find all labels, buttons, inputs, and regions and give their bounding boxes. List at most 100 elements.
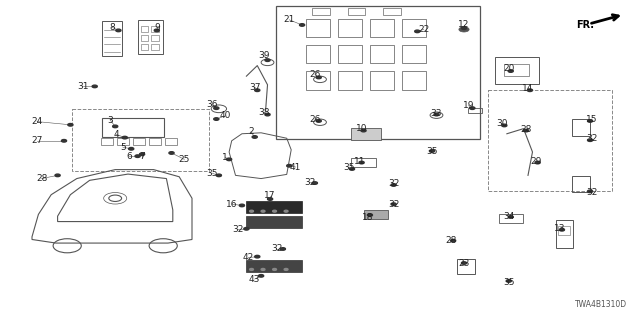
Text: 19: 19	[463, 101, 474, 110]
Bar	[102, 118, 164, 137]
Circle shape	[535, 161, 540, 164]
Text: 36: 36	[207, 100, 218, 109]
Circle shape	[316, 120, 321, 122]
Circle shape	[135, 155, 140, 157]
Bar	[338, 19, 362, 37]
Circle shape	[244, 228, 249, 230]
Circle shape	[129, 148, 134, 150]
Circle shape	[122, 136, 127, 139]
Circle shape	[259, 275, 264, 277]
Bar	[402, 19, 426, 37]
Text: 21: 21	[284, 15, 295, 24]
Circle shape	[502, 124, 507, 127]
Circle shape	[559, 228, 564, 231]
Bar	[133, 138, 145, 145]
Circle shape	[391, 184, 396, 186]
Text: 28: 28	[520, 125, 532, 134]
Bar	[149, 138, 161, 145]
Text: 16: 16	[226, 200, 237, 209]
Bar	[488, 90, 612, 191]
Circle shape	[287, 164, 292, 167]
Text: 40: 40	[220, 111, 231, 120]
Text: 32: 32	[305, 178, 316, 187]
Bar	[351, 158, 376, 167]
Circle shape	[284, 210, 288, 212]
Circle shape	[506, 280, 511, 282]
Text: 34: 34	[503, 212, 515, 220]
Bar	[165, 138, 177, 145]
Text: 3: 3	[108, 116, 113, 124]
Text: 14: 14	[522, 84, 534, 92]
Circle shape	[227, 158, 232, 161]
Circle shape	[68, 124, 73, 126]
Bar	[151, 35, 159, 41]
Circle shape	[169, 152, 174, 154]
Bar	[348, 8, 365, 15]
Text: 20: 20	[503, 64, 515, 73]
Circle shape	[508, 216, 513, 218]
Bar	[370, 71, 394, 90]
Text: 27: 27	[31, 136, 43, 145]
Circle shape	[461, 262, 467, 264]
Text: 35: 35	[207, 169, 218, 178]
Bar	[402, 71, 426, 90]
Text: 43: 43	[249, 275, 260, 284]
Text: 7: 7	[140, 152, 145, 161]
Circle shape	[588, 190, 593, 193]
Bar	[101, 138, 113, 145]
Bar	[141, 35, 148, 41]
Bar	[312, 8, 330, 15]
Text: 32: 32	[586, 134, 598, 143]
Text: 33: 33	[431, 109, 442, 118]
Text: 26: 26	[309, 70, 321, 79]
Bar	[370, 45, 394, 63]
Text: 4: 4	[114, 130, 119, 139]
Circle shape	[140, 153, 145, 156]
Circle shape	[255, 89, 260, 92]
Circle shape	[252, 136, 257, 138]
Bar	[306, 19, 330, 37]
Circle shape	[527, 89, 532, 92]
Circle shape	[250, 210, 253, 212]
Bar	[246, 201, 302, 213]
Circle shape	[265, 59, 270, 61]
Bar	[72, 109, 209, 171]
Circle shape	[508, 70, 513, 72]
Circle shape	[316, 76, 321, 79]
Bar	[246, 260, 302, 272]
Text: 24: 24	[31, 117, 43, 126]
Text: 41: 41	[290, 163, 301, 172]
Bar	[306, 71, 330, 90]
Text: 22: 22	[418, 25, 429, 34]
Circle shape	[250, 268, 253, 270]
Circle shape	[391, 203, 396, 205]
Circle shape	[268, 198, 273, 200]
Bar	[351, 128, 381, 140]
Bar	[141, 26, 148, 32]
Text: 11: 11	[354, 157, 365, 166]
Text: 32: 32	[586, 188, 598, 197]
Text: 32: 32	[388, 200, 399, 209]
Circle shape	[300, 24, 305, 26]
Text: 26: 26	[309, 115, 321, 124]
Text: 17: 17	[264, 191, 276, 200]
Circle shape	[116, 29, 121, 32]
Text: 10: 10	[356, 124, 367, 133]
Bar	[306, 45, 330, 63]
Bar	[457, 259, 475, 274]
Text: 37: 37	[249, 83, 260, 92]
Circle shape	[524, 129, 529, 132]
Bar	[468, 108, 482, 113]
Bar	[276, 6, 480, 139]
Circle shape	[261, 268, 265, 270]
Bar	[499, 214, 523, 223]
Bar	[338, 45, 362, 63]
Bar	[370, 19, 394, 37]
Circle shape	[312, 182, 317, 184]
Text: 12: 12	[458, 20, 470, 29]
Text: 35: 35	[503, 278, 515, 287]
Circle shape	[214, 107, 219, 109]
Text: 28: 28	[445, 236, 457, 245]
Circle shape	[361, 129, 366, 132]
Text: 35: 35	[343, 163, 355, 172]
